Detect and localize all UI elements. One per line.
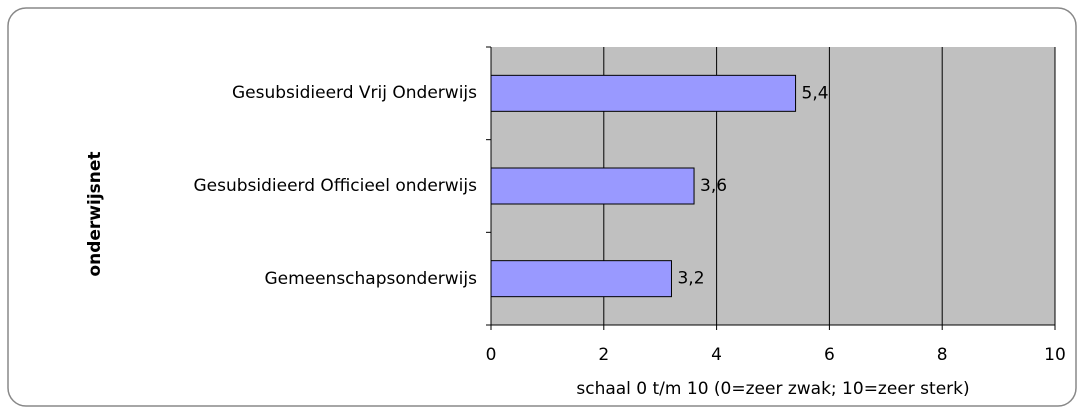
y-tick-label-text: Gesubsidieerd Officieel onderwijs xyxy=(193,175,477,196)
y-tick-label-box: Gemeenschapsonderwijs xyxy=(187,232,477,325)
y-tick-label: Gesubsidieerd Vrij Onderwijs xyxy=(187,47,477,140)
y-tick-label: Gemeenschapsonderwijs xyxy=(187,232,477,325)
bar xyxy=(490,167,695,205)
x-tick-label: 0 xyxy=(486,345,497,365)
y-tick-label-text: Gemeenschapsonderwijs xyxy=(264,268,477,289)
bar xyxy=(490,260,672,298)
y-tick-label: Gesubsidieerd Officieel onderwijs xyxy=(187,140,477,233)
data-label: 3,2 xyxy=(677,269,704,289)
y-tick-label-box: Gesubsidieerd Officieel onderwijs xyxy=(187,140,477,233)
x-tick-label: 4 xyxy=(711,345,722,365)
x-tick-label: 8 xyxy=(937,345,948,365)
x-tick-label: 2 xyxy=(598,345,609,365)
y-axis-label: onderwijsnet xyxy=(85,151,105,276)
x-tick-label: 6 xyxy=(824,345,835,365)
y-tick-label-box: Gesubsidieerd Vrij Onderwijs xyxy=(187,47,477,140)
x-axis-label: schaal 0 t/m 10 (0=zeer zwak; 10=zeer st… xyxy=(576,379,969,399)
data-label: 3,6 xyxy=(700,176,727,196)
y-tick-label-text: Gesubsidieerd Vrij Onderwijs xyxy=(231,83,477,104)
x-tick-label: 10 xyxy=(1044,345,1066,365)
bar xyxy=(490,74,797,112)
data-label: 5,4 xyxy=(802,83,829,103)
